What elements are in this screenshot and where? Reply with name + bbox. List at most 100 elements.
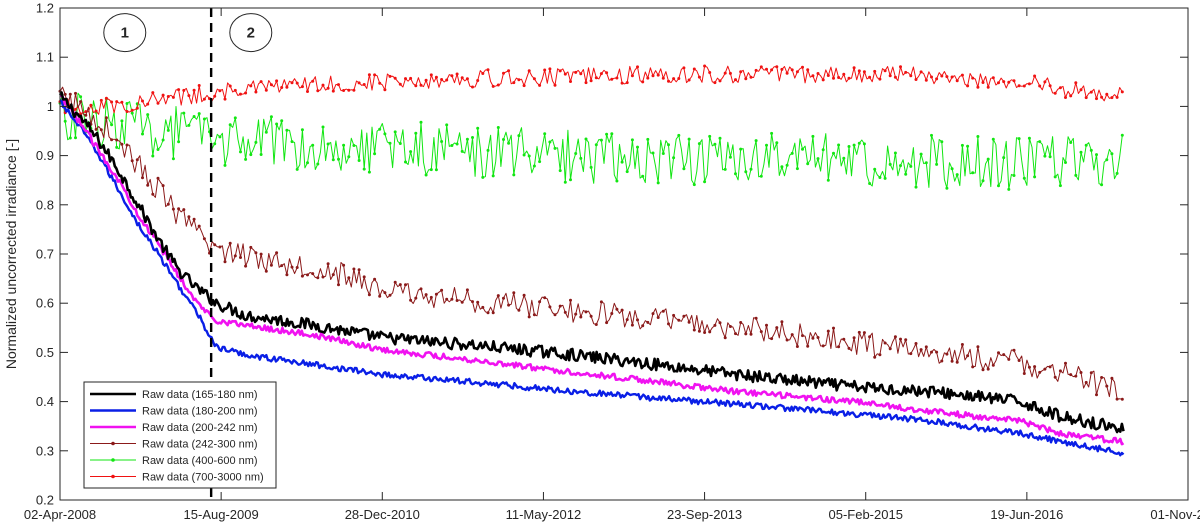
series-marker bbox=[404, 160, 407, 164]
series-marker bbox=[244, 157, 248, 161]
series-marker bbox=[1069, 141, 1073, 144]
series-marker bbox=[223, 97, 227, 101]
series-marker bbox=[842, 337, 846, 341]
series-marker bbox=[770, 131, 774, 135]
series-marker bbox=[955, 79, 959, 83]
series-marker bbox=[930, 133, 933, 137]
series-marker bbox=[486, 148, 490, 152]
series-marker bbox=[275, 251, 279, 255]
series-marker bbox=[641, 80, 645, 84]
series-marker bbox=[110, 123, 114, 127]
series-marker bbox=[734, 78, 737, 82]
series-marker bbox=[811, 134, 815, 138]
series-marker bbox=[816, 72, 820, 75]
series-marker bbox=[264, 130, 268, 134]
series-marker bbox=[481, 305, 485, 309]
series-marker bbox=[1115, 95, 1119, 99]
series-marker bbox=[888, 347, 892, 351]
series-marker bbox=[135, 158, 139, 162]
y-tick-label: 1.1 bbox=[36, 50, 54, 65]
series-marker bbox=[74, 107, 77, 111]
series-marker bbox=[816, 157, 820, 161]
series-marker bbox=[115, 145, 119, 149]
series-marker bbox=[991, 363, 995, 367]
series-marker bbox=[373, 73, 377, 77]
series-marker bbox=[1038, 370, 1042, 374]
series-marker bbox=[331, 273, 335, 277]
series-marker bbox=[790, 333, 794, 337]
series-marker bbox=[569, 298, 572, 302]
series-marker bbox=[352, 267, 356, 271]
series-marker bbox=[249, 245, 253, 249]
series-marker bbox=[120, 119, 124, 123]
series-marker bbox=[383, 88, 387, 92]
series-marker bbox=[553, 313, 557, 317]
series-marker bbox=[852, 143, 856, 147]
series-marker bbox=[759, 174, 763, 178]
series-marker bbox=[347, 88, 351, 92]
series-marker bbox=[233, 116, 237, 120]
series-marker bbox=[630, 138, 634, 142]
series-marker bbox=[295, 167, 299, 171]
series-marker bbox=[677, 77, 681, 80]
series-marker bbox=[460, 76, 464, 80]
series-marker bbox=[491, 311, 495, 315]
series-marker bbox=[930, 75, 933, 79]
series-marker bbox=[239, 150, 242, 154]
series-marker bbox=[197, 84, 201, 87]
series-marker bbox=[532, 164, 536, 168]
series-marker bbox=[558, 169, 562, 173]
series-marker bbox=[667, 322, 670, 326]
series-marker bbox=[130, 111, 134, 115]
series-marker bbox=[708, 330, 712, 334]
x-tick-label: 01-Nov-2017 bbox=[1150, 507, 1200, 522]
series-marker bbox=[832, 326, 835, 330]
series-marker bbox=[502, 138, 505, 141]
series-marker bbox=[239, 256, 242, 259]
series-marker bbox=[424, 173, 428, 177]
series-marker bbox=[306, 161, 309, 165]
series-marker bbox=[182, 208, 186, 212]
series-marker bbox=[460, 300, 464, 304]
x-tick-label: 11-May-2012 bbox=[506, 507, 582, 522]
series-marker bbox=[935, 77, 939, 81]
series-marker bbox=[342, 263, 346, 267]
x-tick-label: 28-Dec-2010 bbox=[345, 507, 420, 522]
series-marker bbox=[945, 186, 949, 190]
series-marker bbox=[202, 237, 206, 241]
series-marker bbox=[883, 341, 887, 345]
series-marker bbox=[300, 85, 304, 89]
series-marker bbox=[259, 80, 263, 84]
series-marker bbox=[960, 143, 964, 147]
series-marker bbox=[899, 65, 902, 69]
series-marker bbox=[667, 143, 670, 147]
series-marker bbox=[450, 297, 454, 301]
series-marker bbox=[775, 326, 779, 330]
series-marker bbox=[1002, 80, 1006, 84]
series-marker bbox=[228, 123, 232, 127]
series-raw-data-180-200-nm- bbox=[59, 99, 1125, 457]
series-marker bbox=[1027, 82, 1031, 86]
series-marker bbox=[713, 81, 717, 85]
y-tick-label: 0.9 bbox=[36, 148, 54, 163]
series-marker bbox=[630, 74, 634, 78]
series-marker bbox=[465, 137, 469, 141]
series-marker bbox=[141, 99, 144, 103]
series-marker bbox=[352, 88, 356, 92]
series-marker bbox=[744, 77, 748, 81]
series-marker bbox=[331, 158, 335, 162]
series-marker bbox=[527, 69, 531, 73]
series-marker bbox=[723, 71, 727, 75]
series-marker bbox=[491, 84, 495, 88]
series-marker bbox=[1084, 143, 1088, 147]
y-axis-title: Normalized uncorrected irradiance [-] bbox=[3, 139, 19, 369]
series-marker bbox=[718, 79, 722, 83]
series-marker bbox=[347, 155, 351, 159]
series-marker bbox=[249, 153, 253, 157]
series-marker bbox=[125, 102, 129, 105]
series-marker bbox=[337, 83, 340, 87]
series-marker bbox=[1033, 175, 1037, 179]
series-marker bbox=[821, 78, 825, 82]
series-marker bbox=[790, 68, 794, 72]
